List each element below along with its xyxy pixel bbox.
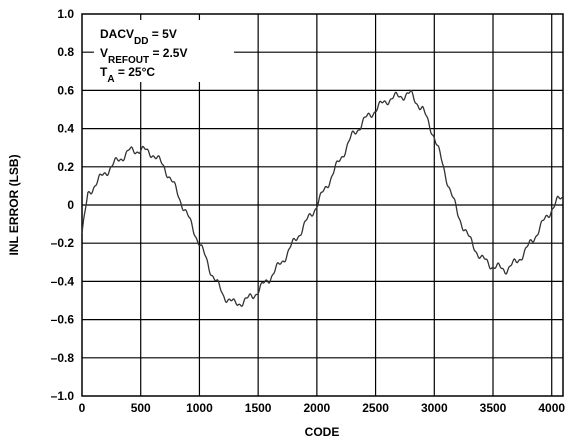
y-tick-labels: 1.0 0.8 0.6 0.4 0.2 0 –0.2 –0.4 –0.6 –0.8 –1.0	[51, 7, 75, 403]
y-tick-label: –1.0	[51, 389, 75, 403]
annotation-line-3: TA = 25°C	[100, 65, 155, 85]
y-tick-label: –0.2	[51, 236, 75, 250]
annotation-line-2: VREFOUT = 2.5V	[100, 46, 188, 66]
x-tick-label: 1000	[186, 401, 213, 415]
y-tick-label: –0.4	[51, 274, 75, 288]
x-tick-label: 1500	[245, 401, 272, 415]
inl-error-series-line	[81, 89, 563, 307]
series-group	[81, 89, 563, 307]
x-axis-label: CODE	[305, 425, 340, 439]
y-tick-label: 1.0	[57, 7, 74, 21]
y-tick-label: 0	[67, 198, 74, 212]
plot-frame	[81, 13, 564, 397]
x-tick-label: 4000	[538, 401, 565, 415]
x-tick-label: 3000	[421, 401, 448, 415]
x-tick-label: 500	[131, 401, 151, 415]
grid-lines	[82, 14, 563, 396]
y-tick-label: –0.8	[51, 351, 75, 365]
y-tick-label: 0.2	[57, 160, 74, 174]
x-tick-label: 2000	[304, 401, 331, 415]
y-tick-label: 0.8	[57, 45, 74, 59]
annotation-line-1: DACVDD = 5V	[100, 27, 177, 47]
annotation-background	[94, 20, 234, 82]
x-tick-label: 0	[79, 401, 86, 415]
x-tick-labels: 0 500 1000 1500 2000 2500 3000 3500 4000	[79, 401, 566, 415]
y-tick-label: 0.4	[57, 122, 74, 136]
y-tick-label: –0.6	[51, 313, 75, 327]
conditions-annotation: DACVDD = 5V VREFOUT = 2.5V TA = 25°C	[94, 20, 234, 85]
y-tick-label: 0.6	[57, 83, 74, 97]
y-axis-label: INL ERROR (LSB)	[7, 154, 21, 255]
x-tick-label: 3500	[480, 401, 507, 415]
x-tick-label: 2500	[362, 401, 389, 415]
